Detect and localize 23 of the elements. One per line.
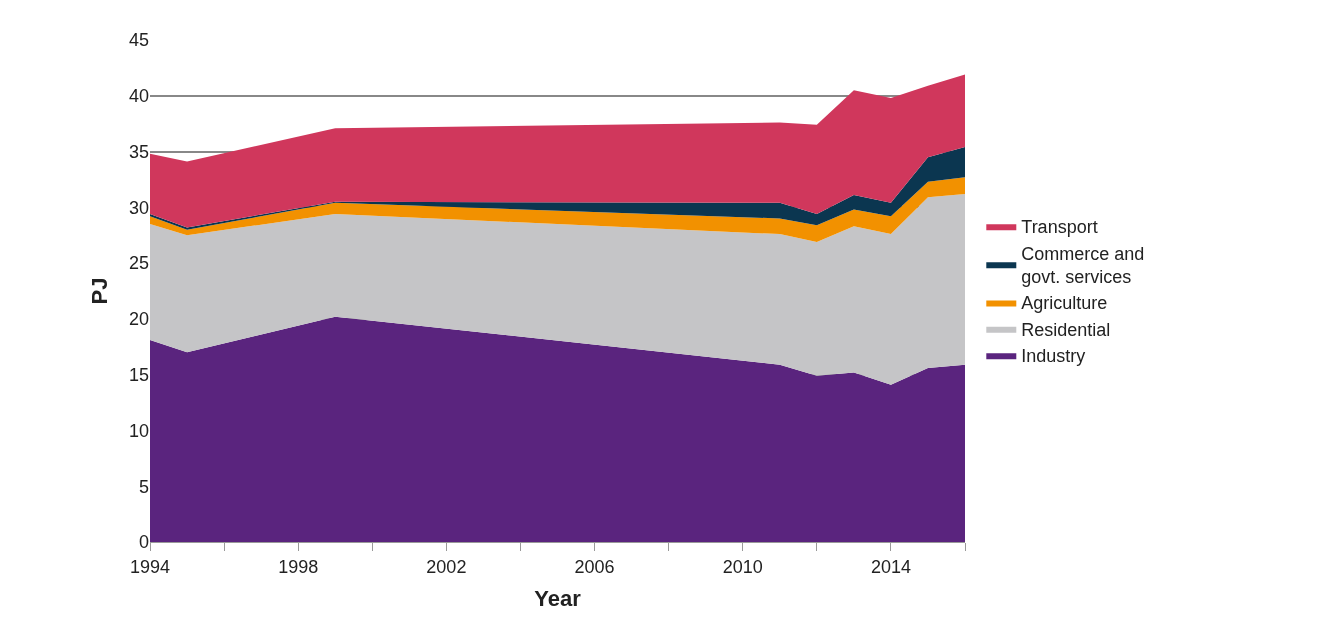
x-tick-label: 1994 [129, 556, 171, 577]
x-tick-label: 2006 [574, 556, 615, 577]
x-tick-label: 2014 [870, 556, 911, 577]
y-tick-label: 10 [128, 420, 149, 441]
y-tick-label: 0 [138, 532, 149, 553]
legend-label: Transport [1021, 217, 1098, 238]
x-tick-label: 1998 [278, 556, 319, 577]
y-tick-label: 35 [128, 141, 149, 162]
y-tick-label: 30 [128, 197, 149, 218]
x-tick-label: 2010 [722, 556, 763, 577]
legend-label: Agriculture [1021, 293, 1108, 314]
y-tick-label: 5 [138, 476, 149, 497]
y-tick-label: 15 [128, 364, 149, 385]
x-axis-title: Year [534, 586, 582, 612]
y-tick-label: 40 [128, 86, 149, 107]
legend-label: Residential [1021, 319, 1111, 340]
y-tick-label: 25 [128, 253, 149, 274]
y-tick-label: 20 [128, 309, 149, 330]
legend-label: Commerce and govt. services [1021, 243, 1145, 288]
y-axis-title: PJ [86, 277, 112, 305]
x-tick-label: 2002 [426, 556, 467, 577]
y-tick-label: 45 [128, 30, 149, 51]
legend-label: Industry [1021, 346, 1086, 367]
